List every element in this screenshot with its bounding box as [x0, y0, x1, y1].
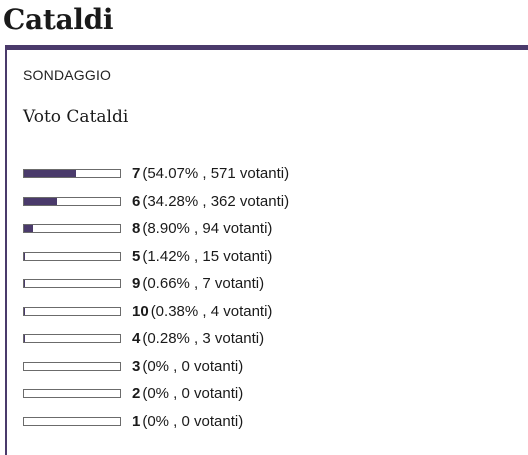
option-label: 6	[132, 192, 141, 210]
option-text: 10 (0.38% , 4 votanti)	[132, 303, 272, 320]
option-text: 5 (1.42% , 15 votanti)	[132, 248, 272, 265]
option-label: 5	[132, 247, 141, 265]
result-bar-fill	[24, 252, 26, 260]
poll-option: 7 (54.07% , 571 votanti)	[23, 160, 289, 188]
option-text: 4 (0.28% , 3 votanti)	[132, 330, 264, 347]
poll-kicker: SONDAGGIO	[23, 67, 112, 83]
result-bar-fill	[24, 197, 57, 205]
page-title: Cataldi	[3, 3, 114, 36]
poll-option: 2 (0% , 0 votanti)	[23, 380, 289, 408]
poll-option: 9 (0.66% , 7 votanti)	[23, 270, 289, 298]
option-label: 4	[132, 330, 141, 348]
option-text: 2 (0% , 0 votanti)	[132, 385, 243, 402]
result-bar-fill	[24, 170, 76, 178]
poll-option: 1 (0% , 0 votanti)	[23, 408, 289, 436]
result-bar	[23, 334, 121, 344]
result-bar	[23, 389, 121, 399]
result-bar	[23, 251, 121, 261]
option-label: 1	[132, 412, 141, 430]
option-text: 7 (54.07% , 571 votanti)	[132, 165, 289, 182]
poll-option: 5 (1.42% , 15 votanti)	[23, 243, 289, 271]
option-detail: (0.38% , 4 votanti)	[150, 302, 273, 320]
poll-option: 3 (0% , 0 votanti)	[23, 353, 289, 381]
poll-options: 7 (54.07% , 571 votanti) 6 (34.28% , 362 v…	[23, 160, 289, 435]
result-bar	[23, 224, 121, 234]
option-label: 8	[132, 220, 141, 238]
poll-box: SONDAGGIO Voto Cataldi 7 (54.07% , 571 vo…	[5, 45, 528, 455]
poll-option: 4 (0.28% , 3 votanti)	[23, 325, 289, 353]
result-bar-fill	[24, 280, 25, 288]
option-text: 8 (8.90% , 94 votanti)	[132, 220, 272, 237]
option-text: 6 (34.28% , 362 votanti)	[132, 193, 289, 210]
option-label: 2	[132, 385, 141, 403]
result-bar	[23, 416, 121, 426]
option-detail: (8.90% , 94 votanti)	[142, 220, 273, 238]
option-label: 10	[132, 302, 149, 320]
option-detail: (0.28% , 3 votanti)	[142, 330, 265, 348]
option-text: 1 (0% , 0 votanti)	[132, 413, 243, 430]
option-detail: (54.07% , 571 votanti)	[142, 165, 290, 183]
option-text: 9 (0.66% , 7 votanti)	[132, 275, 264, 292]
option-label: 3	[132, 357, 141, 375]
poll-option: 6 (34.28% , 362 votanti)	[23, 188, 289, 216]
result-bar	[23, 306, 121, 316]
option-detail: (0% , 0 votanti)	[142, 357, 244, 375]
result-bar	[23, 361, 121, 371]
option-detail: (0% , 0 votanti)	[142, 385, 244, 403]
option-detail: (0.66% , 7 votanti)	[142, 275, 265, 293]
option-text: 3 (0% , 0 votanti)	[132, 358, 243, 375]
poll-option: 10 (0.38% , 4 votanti)	[23, 298, 289, 326]
option-label: 7	[132, 165, 141, 183]
result-bar-fill	[24, 225, 33, 233]
result-bar	[23, 196, 121, 206]
option-label: 9	[132, 275, 141, 293]
option-detail: (34.28% , 362 votanti)	[142, 192, 290, 210]
option-detail: (1.42% , 15 votanti)	[142, 247, 273, 265]
poll-option: 8 (8.90% , 94 votanti)	[23, 215, 289, 243]
result-bar	[23, 279, 121, 289]
option-detail: (0% , 0 votanti)	[142, 412, 244, 430]
result-bar	[23, 169, 121, 179]
poll-question: Voto Cataldi	[23, 107, 129, 127]
